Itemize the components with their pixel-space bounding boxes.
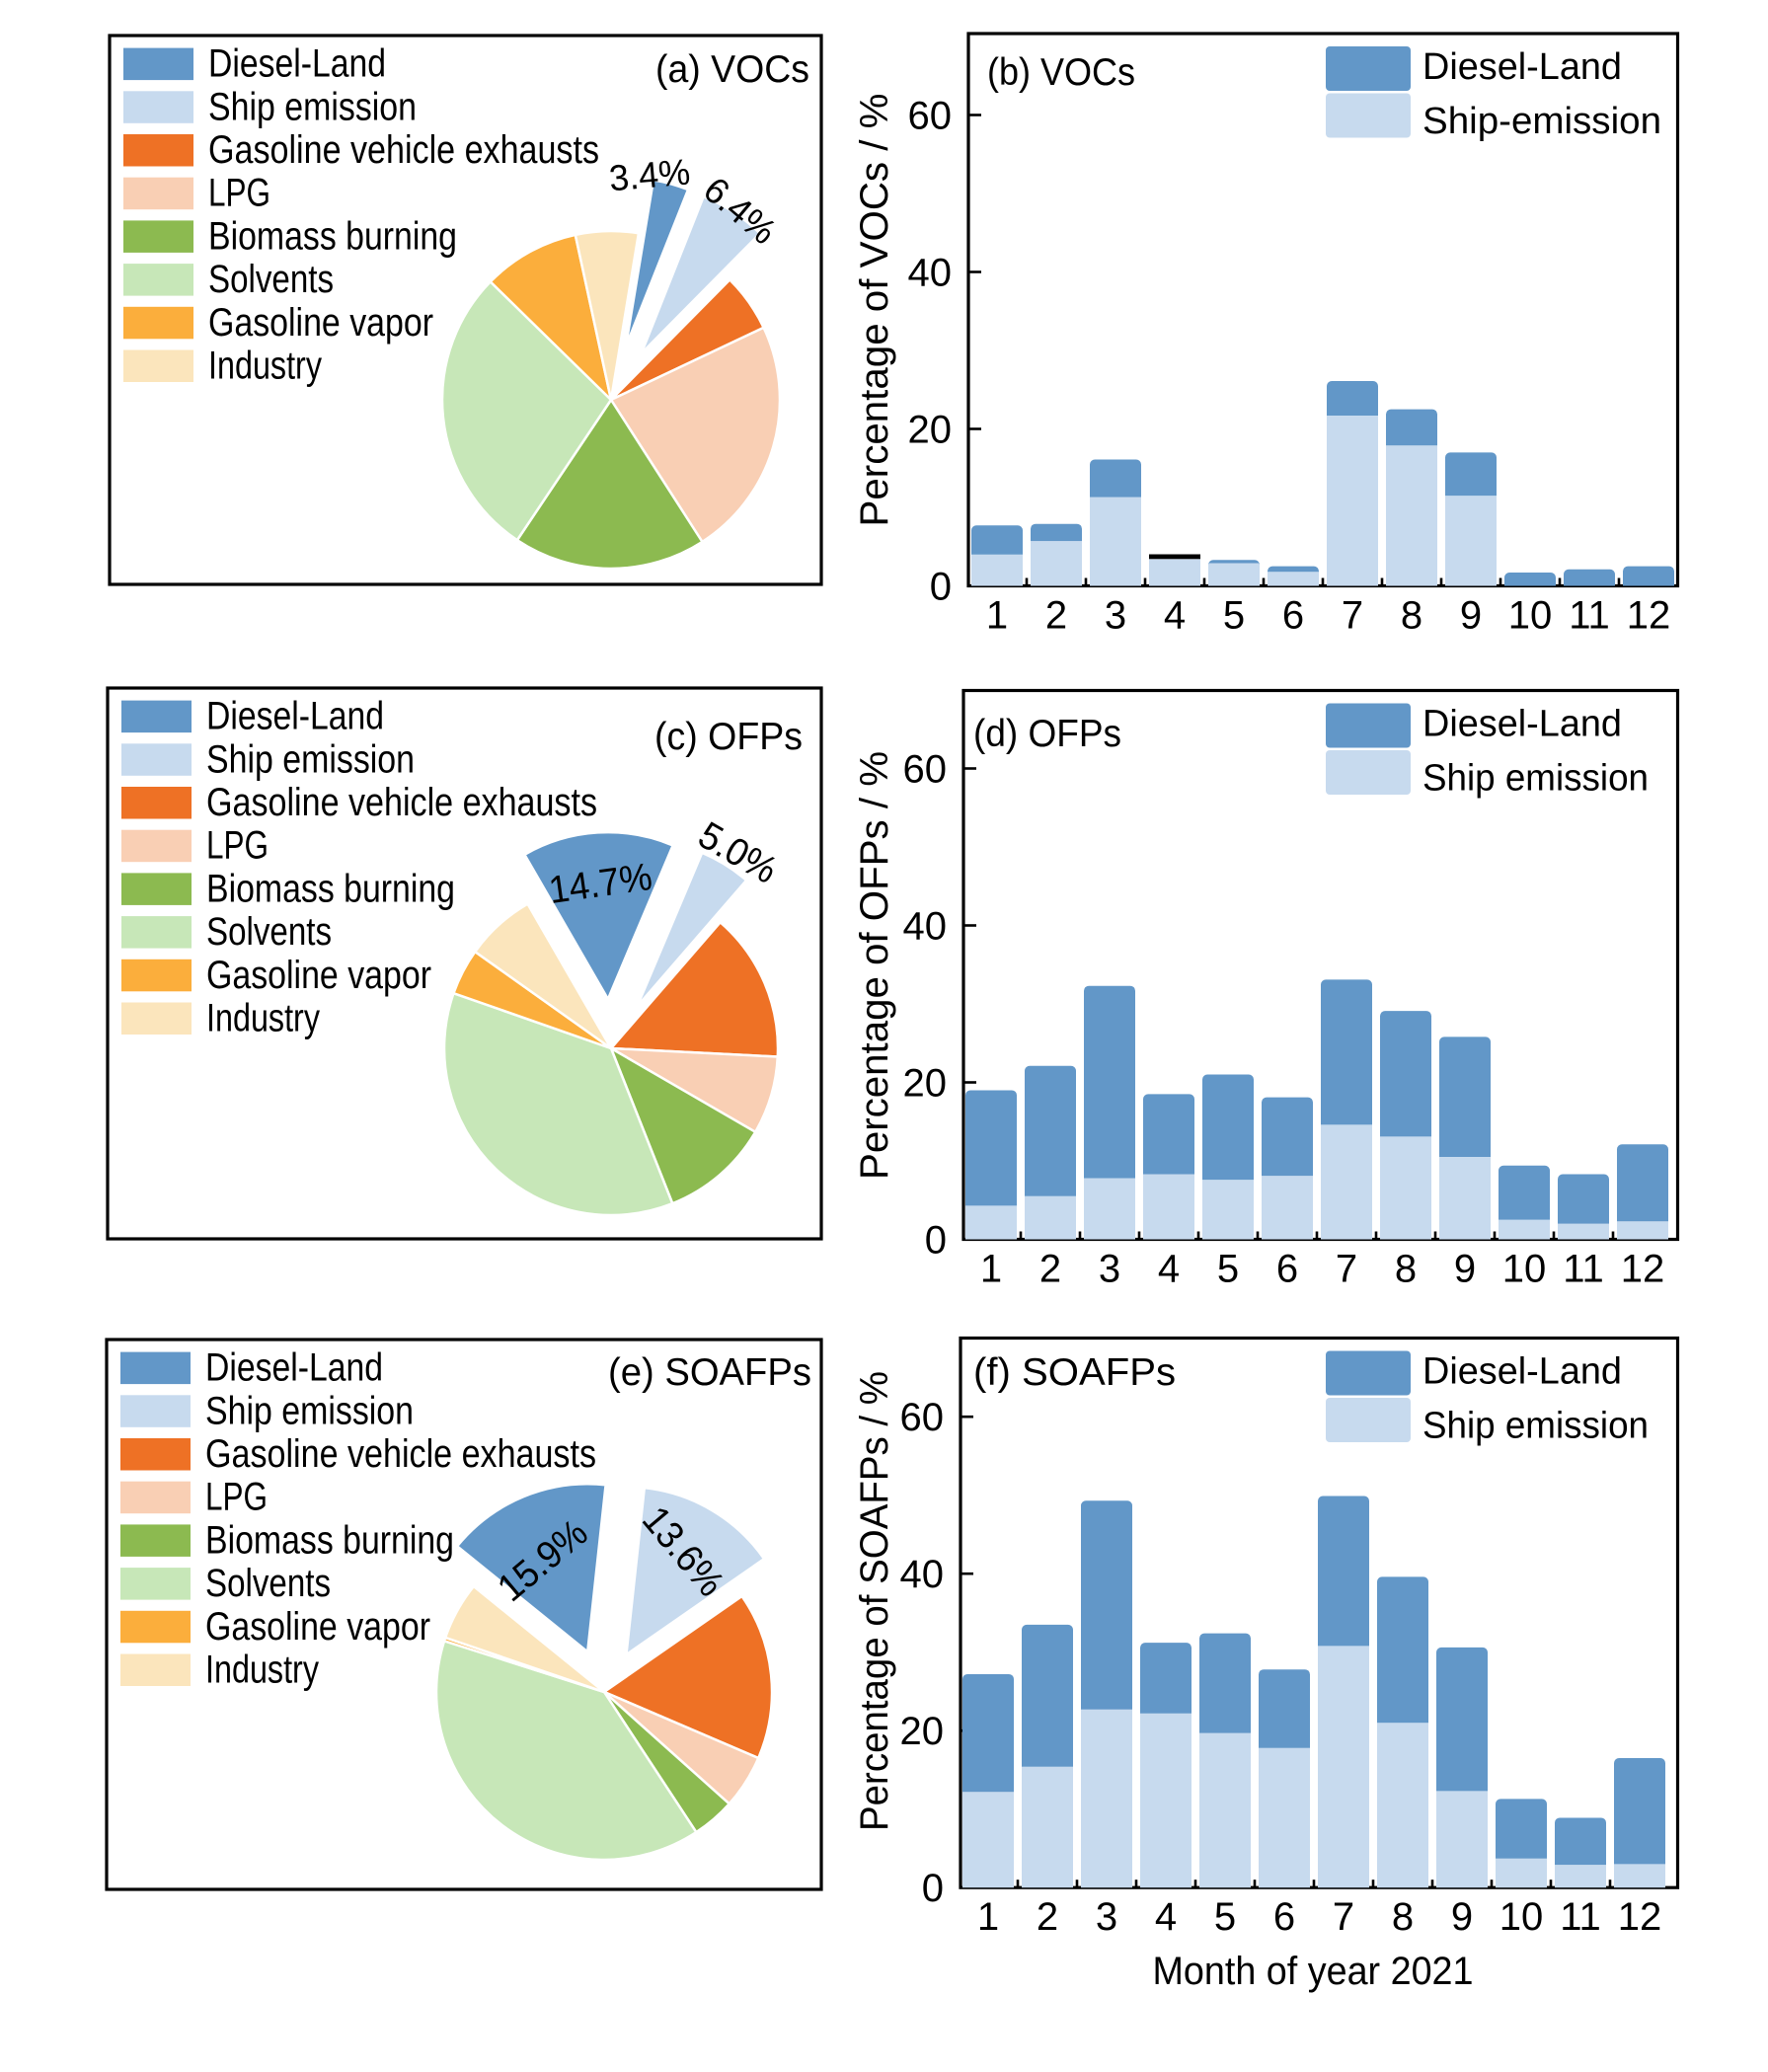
svg-text:Diesel-Land: Diesel-Land xyxy=(206,695,384,738)
svg-text:8: 8 xyxy=(1401,594,1422,638)
svg-text:LPG: LPG xyxy=(206,824,269,868)
svg-text:Percentage of VOCs / %: Percentage of VOCs / % xyxy=(853,93,896,526)
svg-text:Gasoline vapor: Gasoline vapor xyxy=(206,954,431,997)
svg-text:(e) SOAFPs: (e) SOAFPs xyxy=(608,1351,811,1394)
svg-text:11: 11 xyxy=(1569,594,1610,638)
svg-text:(c) OFPs: (c) OFPs xyxy=(654,716,803,758)
svg-text:Biomass burning: Biomass burning xyxy=(208,214,457,258)
svg-text:Diesel-Land: Diesel-Land xyxy=(208,42,386,86)
svg-text:12: 12 xyxy=(1618,1895,1662,1939)
svg-text:5: 5 xyxy=(1217,1248,1239,1291)
svg-text:Gasoline vapor: Gasoline vapor xyxy=(205,1605,430,1649)
svg-text:7: 7 xyxy=(1342,594,1363,638)
svg-text:Month of year 2021: Month of year 2021 xyxy=(1153,1950,1474,1993)
svg-text:6: 6 xyxy=(1282,594,1304,638)
svg-text:Ship emission: Ship emission xyxy=(205,1389,414,1432)
svg-text:Industry: Industry xyxy=(206,997,320,1040)
svg-text:Ship emission: Ship emission xyxy=(1422,758,1649,800)
svg-text:11: 11 xyxy=(1563,1248,1604,1291)
svg-text:0: 0 xyxy=(925,1219,947,1263)
svg-text:(a) VOCs: (a) VOCs xyxy=(655,48,809,91)
svg-text:Solvents: Solvents xyxy=(206,910,332,954)
svg-text:(d) OFPs: (d) OFPs xyxy=(973,713,1121,755)
svg-text:Gasoline vehicle exhausts: Gasoline vehicle exhausts xyxy=(205,1432,596,1476)
svg-text:20: 20 xyxy=(908,409,953,452)
svg-text:Gasoline vehicle exhausts: Gasoline vehicle exhausts xyxy=(208,128,599,172)
svg-text:40: 40 xyxy=(903,905,948,949)
svg-text:5: 5 xyxy=(1223,594,1245,638)
svg-text:40: 40 xyxy=(908,252,953,295)
svg-text:3.4%: 3.4% xyxy=(607,152,691,199)
svg-text:Diesel-Land: Diesel-Land xyxy=(1422,46,1622,88)
svg-text:Industry: Industry xyxy=(205,1649,319,1692)
svg-text:60: 60 xyxy=(908,95,953,138)
svg-text:12: 12 xyxy=(1627,594,1671,638)
svg-text:0: 0 xyxy=(922,1867,944,1910)
svg-text:4: 4 xyxy=(1155,1895,1177,1939)
svg-text:LPG: LPG xyxy=(205,1476,268,1519)
svg-text:Solvents: Solvents xyxy=(208,258,334,301)
svg-text:8: 8 xyxy=(1392,1895,1414,1939)
svg-text:4: 4 xyxy=(1164,594,1186,638)
svg-text:1: 1 xyxy=(986,594,1008,638)
svg-text:3: 3 xyxy=(1105,594,1126,638)
svg-text:3: 3 xyxy=(1099,1248,1120,1291)
svg-text:Diesel-Land: Diesel-Land xyxy=(1422,704,1622,745)
svg-text:10: 10 xyxy=(1508,594,1553,638)
svg-text:6: 6 xyxy=(1273,1895,1295,1939)
svg-text:20: 20 xyxy=(900,1710,945,1753)
svg-text:3: 3 xyxy=(1096,1895,1117,1939)
svg-text:9: 9 xyxy=(1454,1248,1476,1291)
svg-text:60: 60 xyxy=(903,748,948,792)
svg-text:Industry: Industry xyxy=(208,345,322,388)
svg-text:Diesel-Land: Diesel-Land xyxy=(1422,1351,1622,1393)
svg-text:(b) VOCs: (b) VOCs xyxy=(987,51,1135,94)
svg-text:2: 2 xyxy=(1037,1895,1058,1939)
svg-text:10: 10 xyxy=(1499,1895,1544,1939)
svg-text:8: 8 xyxy=(1395,1248,1417,1291)
svg-text:Ship emission: Ship emission xyxy=(208,85,417,128)
svg-text:20: 20 xyxy=(903,1062,948,1106)
svg-text:(f) SOAFPs: (f) SOAFPs xyxy=(973,1351,1176,1394)
svg-text:2: 2 xyxy=(1045,594,1067,638)
svg-text:60: 60 xyxy=(900,1396,945,1439)
svg-text:1: 1 xyxy=(980,1248,1002,1291)
svg-text:Solvents: Solvents xyxy=(205,1562,331,1605)
svg-text:12: 12 xyxy=(1621,1248,1665,1291)
svg-text:Ship emission: Ship emission xyxy=(206,737,415,781)
svg-text:Diesel-Land: Diesel-Land xyxy=(205,1346,383,1390)
svg-text:Gasoline vapor: Gasoline vapor xyxy=(208,301,433,345)
svg-text:10: 10 xyxy=(1502,1248,1547,1291)
svg-text:Ship-emission: Ship-emission xyxy=(1422,101,1661,142)
svg-text:9: 9 xyxy=(1460,594,1482,638)
svg-text:7: 7 xyxy=(1336,1248,1357,1291)
svg-text:4: 4 xyxy=(1158,1248,1180,1291)
svg-text:Percentage of SOAFPs / %: Percentage of SOAFPs / % xyxy=(853,1371,896,1831)
svg-text:7: 7 xyxy=(1333,1895,1354,1939)
svg-text:6: 6 xyxy=(1276,1248,1298,1291)
svg-text:5: 5 xyxy=(1214,1895,1236,1939)
svg-text:9: 9 xyxy=(1451,1895,1473,1939)
svg-text:1: 1 xyxy=(977,1895,999,1939)
svg-text:0: 0 xyxy=(930,566,952,609)
svg-text:Biomass burning: Biomass burning xyxy=(205,1518,454,1562)
svg-text:11: 11 xyxy=(1560,1895,1601,1939)
svg-text:40: 40 xyxy=(900,1553,945,1596)
svg-text:Biomass burning: Biomass burning xyxy=(206,867,455,910)
svg-text:Gasoline vehicle exhausts: Gasoline vehicle exhausts xyxy=(206,781,597,824)
svg-text:2: 2 xyxy=(1039,1248,1061,1291)
svg-text:Ship emission: Ship emission xyxy=(1422,1406,1649,1447)
svg-text:LPG: LPG xyxy=(208,172,270,215)
svg-text:Percentage of OFPs / %: Percentage of OFPs / % xyxy=(853,751,896,1180)
